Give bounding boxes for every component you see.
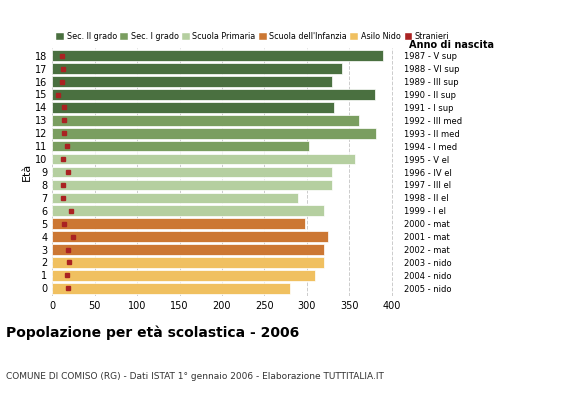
- Bar: [52, 50, 383, 61]
- Text: Popolazione per età scolastica - 2006: Popolazione per età scolastica - 2006: [6, 326, 299, 340]
- Bar: [52, 76, 332, 87]
- Bar: [52, 270, 316, 281]
- Bar: [52, 244, 324, 255]
- Bar: [52, 218, 305, 229]
- Bar: [52, 192, 298, 203]
- Bar: [52, 283, 290, 294]
- Legend: Sec. II grado, Sec. I grado, Scuola Primaria, Scuola dell'Infanzia, Asilo Nido, : Sec. II grado, Sec. I grado, Scuola Prim…: [56, 32, 449, 42]
- Bar: [52, 167, 332, 177]
- Bar: [52, 180, 332, 190]
- Bar: [52, 102, 334, 113]
- Bar: [52, 154, 355, 164]
- Bar: [52, 89, 375, 100]
- Bar: [52, 63, 342, 74]
- Bar: [52, 141, 309, 152]
- Bar: [52, 115, 360, 126]
- Bar: [52, 257, 324, 268]
- Bar: [52, 206, 324, 216]
- Bar: [52, 128, 376, 138]
- Text: COMUNE DI COMISO (RG) - Dati ISTAT 1° gennaio 2006 - Elaborazione TUTTITALIA.IT: COMUNE DI COMISO (RG) - Dati ISTAT 1° ge…: [6, 372, 384, 381]
- Y-axis label: Età: Età: [22, 163, 32, 181]
- Text: Anno di nascita: Anno di nascita: [409, 40, 494, 50]
- Bar: [52, 231, 328, 242]
